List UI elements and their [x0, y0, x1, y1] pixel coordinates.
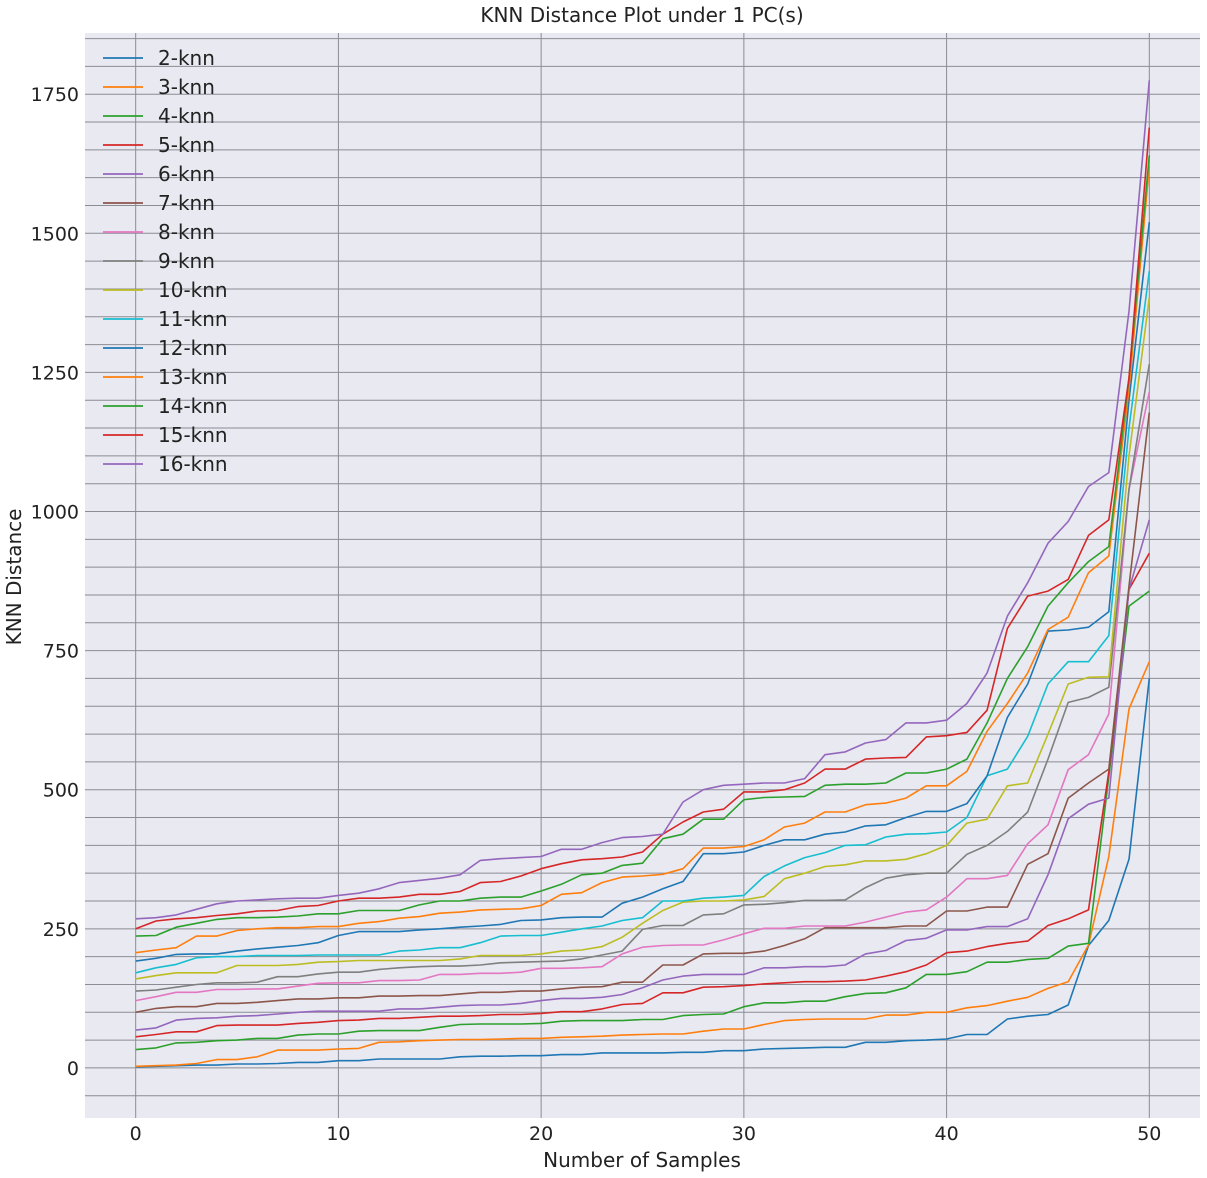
- series-line-8-knn: [135, 391, 1151, 1002]
- series-line-6-knn: [135, 519, 1151, 1031]
- legend-label: 13-knn: [158, 365, 228, 389]
- series-line-16-knn: [135, 80, 1151, 920]
- y-tick-label: 1500: [31, 223, 79, 245]
- y-tick-label: 1000: [31, 502, 79, 524]
- legend-label: 9-knn: [158, 249, 215, 273]
- legend-label: 12-knn: [158, 336, 228, 360]
- series-line-7-knn: [135, 412, 1151, 1014]
- series-line-12-knn: [135, 222, 1151, 962]
- x-tick-label: 10: [326, 1123, 350, 1145]
- legend-label: 7-knn: [158, 191, 215, 215]
- y-tick-label: 750: [43, 641, 79, 663]
- series-line-3-knn: [135, 661, 1151, 1068]
- series-line-2-knn: [135, 678, 1151, 1068]
- series-line-11-knn: [135, 270, 1151, 974]
- series-line-10-knn: [135, 297, 1151, 980]
- y-axis-title: KNN Distance: [2, 509, 26, 646]
- legend-label: 14-knn: [158, 394, 228, 418]
- legend-label: 8-knn: [158, 220, 215, 244]
- legend-label: 4-knn: [158, 104, 215, 128]
- legend-label: 15-knn: [158, 423, 228, 447]
- series-line-13-knn: [135, 166, 1151, 954]
- legend-label: 3-knn: [158, 75, 215, 99]
- x-tick-label: 20: [529, 1123, 553, 1145]
- series-line-5-knn: [135, 552, 1150, 1038]
- x-axis-ticks: 0 10 20 30 40 50: [130, 1123, 1162, 1145]
- x-tick-label: 30: [732, 1123, 756, 1145]
- series-line-14-knn: [135, 155, 1151, 937]
- y-tick-label: 1750: [31, 84, 79, 106]
- y-axis-ticks: 0 250 500 750 1000 1250 1500 1750: [31, 84, 79, 1080]
- legend: 2-knn 3-knn 4-knn 5-knn 6-knn 7-knn 8-knn 9-knn…: [103, 46, 228, 476]
- series-line-9-knn: [135, 363, 1151, 992]
- series-layer: [135, 80, 1151, 1068]
- legend-label: 16-knn: [158, 452, 228, 476]
- legend-label: 5-knn: [158, 133, 215, 157]
- chart-title: KNN Distance Plot under 1 PC(s): [480, 3, 803, 27]
- y-tick-label: 250: [43, 919, 79, 941]
- legend-label: 10-knn: [158, 278, 228, 302]
- x-tick-label: 0: [130, 1123, 142, 1145]
- x-tick-label: 50: [1137, 1123, 1161, 1145]
- y-tick-label: 0: [67, 1058, 79, 1080]
- x-tick-label: 40: [934, 1123, 958, 1145]
- legend-label: 2-knn: [158, 46, 215, 70]
- series-line-15-knn: [135, 127, 1151, 930]
- plot-area: [85, 33, 1200, 1118]
- series-line-4-knn: [135, 590, 1150, 1051]
- legend-label: 11-knn: [158, 307, 228, 331]
- x-axis-title: Number of Samples: [543, 1148, 741, 1172]
- y-tick-label: 500: [43, 780, 79, 802]
- y-tick-label: 1250: [31, 362, 79, 384]
- legend-label: 6-knn: [158, 162, 215, 186]
